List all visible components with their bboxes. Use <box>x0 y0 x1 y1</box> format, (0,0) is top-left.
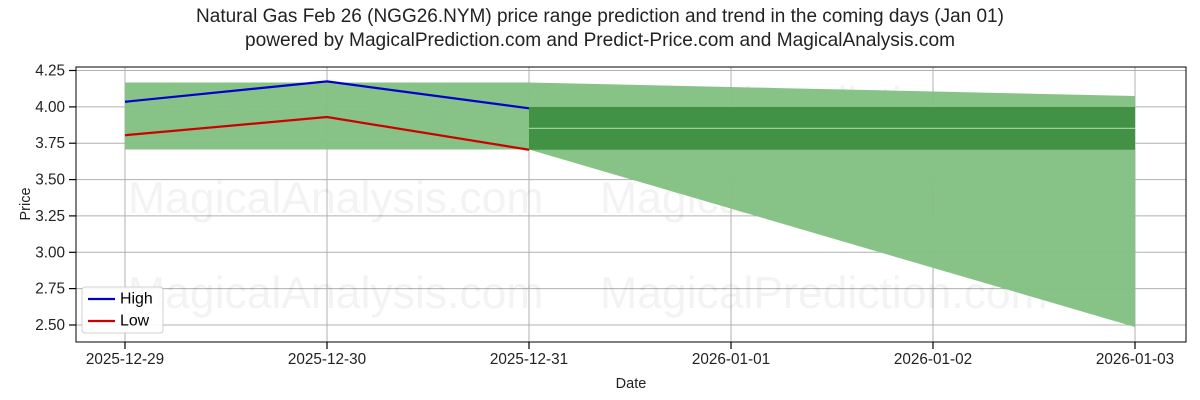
svg-text:4.00: 4.00 <box>35 99 65 116</box>
svg-text:Low: Low <box>120 313 150 330</box>
svg-text:2026-01-03: 2026-01-03 <box>1096 351 1174 368</box>
svg-text:Price: Price <box>18 187 34 220</box>
svg-text:3.25: 3.25 <box>35 208 65 225</box>
svg-text:3.00: 3.00 <box>35 244 65 261</box>
svg-text:4.25: 4.25 <box>35 63 65 80</box>
svg-text:Date: Date <box>616 376 647 392</box>
svg-text:3.50: 3.50 <box>35 172 65 189</box>
svg-text:MagicalAnalysis.com: MagicalAnalysis.com <box>128 269 543 318</box>
svg-text:2.75: 2.75 <box>35 281 65 298</box>
svg-text:3.75: 3.75 <box>35 135 65 152</box>
svg-text:MagicalAnalysis.com: MagicalAnalysis.com <box>128 174 543 223</box>
svg-text:2026-01-01: 2026-01-01 <box>692 351 770 368</box>
svg-text:High: High <box>120 291 153 308</box>
svg-text:2025-12-30: 2025-12-30 <box>288 351 366 368</box>
svg-text:2025-12-31: 2025-12-31 <box>490 351 568 368</box>
svg-text:2025-12-29: 2025-12-29 <box>86 351 164 368</box>
svg-text:2.50: 2.50 <box>35 317 65 334</box>
svg-text:2026-01-02: 2026-01-02 <box>894 351 972 368</box>
